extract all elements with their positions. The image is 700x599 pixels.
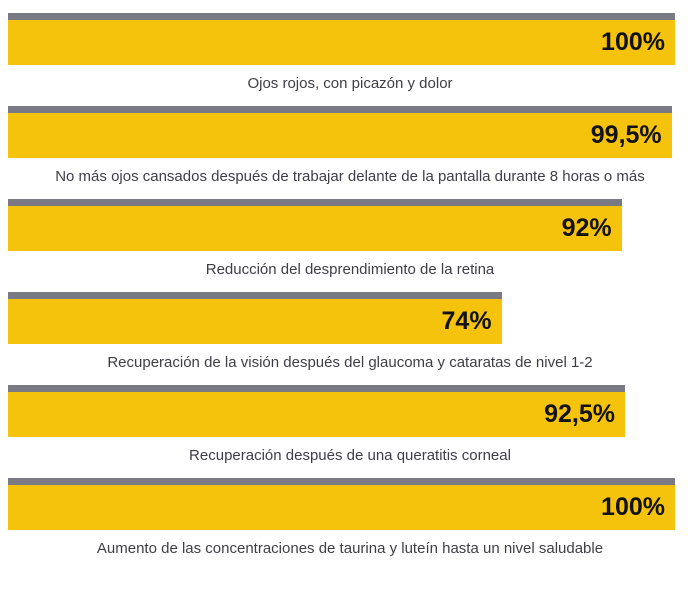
bar-caption: No más ojos cansados después de trabajar…: [55, 168, 645, 185]
bar-top-cap: [8, 199, 622, 206]
bar-fill: 92,5%: [8, 392, 625, 437]
bar-top-cap: [8, 106, 672, 113]
value-label: 100%: [601, 493, 665, 521]
bar-group: 100% Aumento de las concentraciones de t…: [0, 478, 700, 558]
bar-track: 74%: [8, 292, 675, 344]
bar-caption: Recuperación después de una queratitis c…: [189, 447, 511, 464]
bar-group: 74% Recuperación de la visión después de…: [0, 292, 700, 372]
percentage-bar-chart: 100% Ojos rojos, con picazón y dolor 99,…: [0, 13, 700, 558]
bar-track: 92,5%: [8, 385, 675, 437]
bar-fill: 92%: [8, 206, 622, 251]
bar-caption: Recuperación de la visión después del gl…: [107, 354, 593, 371]
value-label: 99,5%: [590, 121, 662, 149]
bar-track: 99,5%: [8, 106, 675, 158]
value-label: 100%: [601, 28, 665, 56]
bar: 92%: [8, 199, 622, 251]
bar-track: 100%: [8, 13, 675, 65]
bar: 99,5%: [8, 106, 672, 158]
bar: 74%: [8, 292, 502, 344]
bar-group: 92% Reducción del desprendimiento de la …: [0, 199, 700, 279]
bar: 92,5%: [8, 385, 625, 437]
value-label: 92,5%: [544, 400, 615, 428]
bar: 100%: [8, 478, 675, 530]
bar-fill: 99,5%: [8, 113, 672, 158]
bar-top-cap: [8, 478, 675, 485]
bar-top-cap: [8, 385, 625, 392]
bar: 100%: [8, 13, 675, 65]
bar-fill: 100%: [8, 485, 675, 530]
value-label: 74%: [441, 307, 492, 335]
bar-caption: Ojos rojos, con picazón y dolor: [247, 75, 453, 92]
bar-caption: Aumento de las concentraciones de taurin…: [96, 540, 604, 557]
bar-top-cap: [8, 292, 502, 299]
bar-group: 100% Ojos rojos, con picazón y dolor: [0, 13, 700, 93]
bar-track: 100%: [8, 478, 675, 530]
bar-group: 99,5% No más ojos cansados después de tr…: [0, 106, 700, 186]
bar-fill: 100%: [8, 20, 675, 65]
bar-group: 92,5% Recuperación después de una querat…: [0, 385, 700, 465]
bar-top-cap: [8, 13, 675, 20]
bar-caption: Reducción del desprendimiento de la reti…: [205, 261, 495, 278]
bar-track: 92%: [8, 199, 675, 251]
value-label: 92%: [561, 214, 612, 242]
bar-fill: 74%: [8, 299, 502, 344]
